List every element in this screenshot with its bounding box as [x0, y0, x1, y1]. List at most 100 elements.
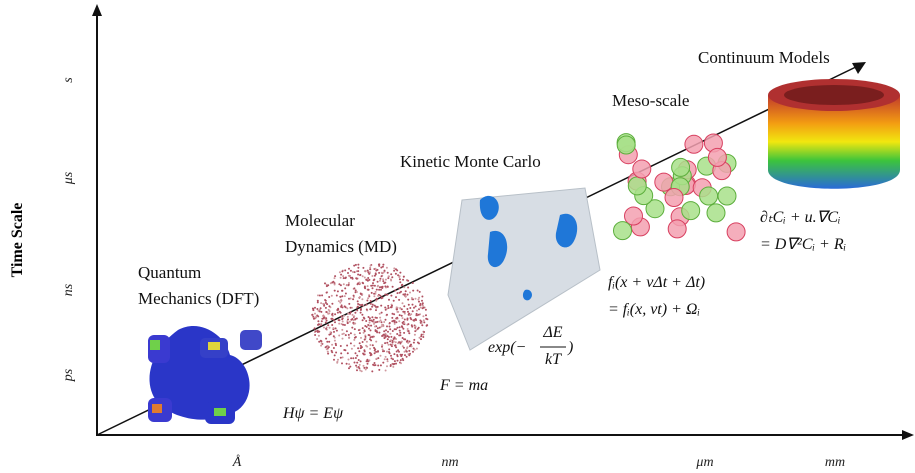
continuum-image	[768, 79, 900, 189]
particle	[317, 334, 320, 337]
particle	[314, 334, 317, 336]
particle	[372, 363, 375, 366]
particle	[325, 327, 328, 330]
particle	[382, 350, 384, 353]
particle	[335, 294, 338, 297]
particle	[337, 319, 340, 322]
particle	[411, 310, 414, 313]
particle	[376, 298, 379, 301]
particle	[400, 340, 403, 343]
particle	[381, 344, 384, 347]
particle	[328, 305, 331, 308]
particle	[406, 308, 409, 310]
particle	[351, 326, 354, 329]
particle	[379, 319, 382, 322]
particle	[341, 356, 344, 359]
particle	[392, 340, 395, 343]
particle	[404, 293, 407, 296]
particle	[393, 353, 396, 356]
particle	[407, 310, 409, 313]
particle	[397, 274, 400, 277]
particle	[320, 320, 323, 323]
particle	[343, 295, 346, 298]
particle	[371, 305, 374, 308]
equation: )	[567, 339, 573, 356]
particle	[394, 344, 396, 347]
particle	[379, 277, 382, 280]
method-label: Meso-scale	[612, 91, 689, 110]
particle	[379, 294, 382, 297]
particle	[320, 342, 323, 345]
particle	[372, 282, 374, 285]
particle	[390, 345, 393, 348]
particle	[369, 302, 372, 305]
particle	[392, 358, 394, 361]
particle	[334, 327, 337, 330]
particle	[342, 277, 345, 280]
particle	[391, 312, 394, 315]
particle	[333, 358, 335, 361]
particle	[379, 316, 382, 319]
particle	[324, 299, 327, 302]
particle	[372, 279, 375, 282]
particle	[364, 325, 367, 327]
particle	[388, 322, 391, 324]
particle	[347, 283, 350, 286]
particle	[420, 338, 422, 341]
particle	[338, 271, 341, 274]
particle	[397, 310, 400, 313]
particle	[414, 297, 417, 300]
particle	[416, 289, 419, 292]
particle	[374, 330, 377, 333]
particle	[363, 270, 366, 273]
particle	[348, 363, 351, 366]
particle	[402, 359, 405, 362]
particle	[365, 308, 368, 311]
particle	[356, 306, 359, 309]
particle	[395, 328, 397, 331]
particle	[347, 274, 350, 277]
particle	[412, 341, 415, 344]
particle	[384, 308, 387, 311]
particle	[393, 313, 396, 316]
particle	[386, 350, 388, 353]
particle	[398, 287, 401, 290]
particle	[334, 313, 337, 316]
particle	[362, 305, 365, 307]
particle	[416, 309, 418, 312]
particle	[369, 344, 372, 346]
particle	[390, 354, 392, 357]
particle	[383, 269, 386, 272]
particle	[319, 307, 322, 310]
particle	[337, 308, 340, 311]
particle	[422, 333, 425, 336]
equation: ∂ₜCᵢ + u.∇Cᵢ	[760, 209, 841, 226]
particle	[379, 364, 382, 367]
particle	[352, 298, 355, 301]
particle	[337, 300, 340, 303]
particle	[339, 276, 342, 279]
particle	[417, 313, 420, 316]
particle	[314, 312, 316, 315]
particle	[393, 322, 396, 325]
particle	[357, 270, 360, 273]
particle	[387, 343, 390, 346]
particle	[331, 302, 334, 305]
particle	[344, 276, 347, 279]
particle	[365, 360, 368, 363]
particle	[341, 362, 343, 365]
particle	[401, 326, 404, 329]
particle	[386, 293, 389, 296]
particle	[411, 325, 414, 328]
particle	[359, 282, 361, 285]
particle	[340, 352, 343, 355]
particle	[347, 318, 349, 321]
equation: F = ma	[439, 377, 488, 394]
particle	[357, 359, 360, 361]
particle	[378, 264, 381, 267]
particle	[357, 282, 360, 285]
particle	[393, 267, 396, 270]
particle	[353, 264, 356, 267]
particle	[395, 350, 398, 353]
particle	[402, 327, 405, 330]
